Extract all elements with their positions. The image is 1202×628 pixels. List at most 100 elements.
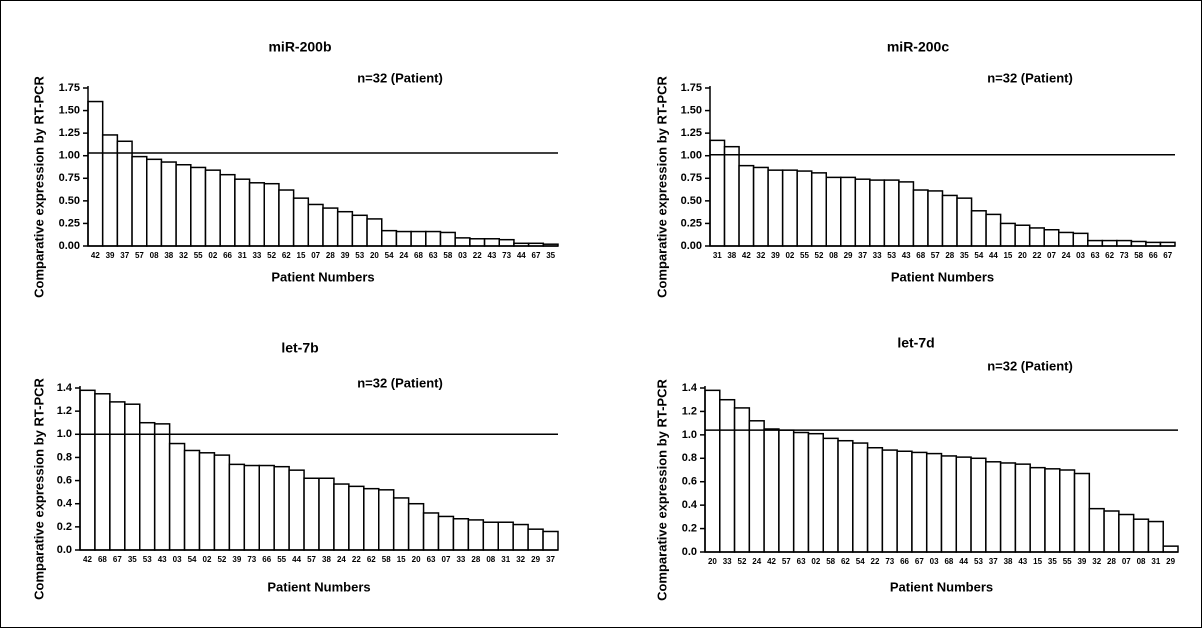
- bar: [1101, 239, 1118, 247]
- bar: [1147, 520, 1164, 553]
- x-tick-label: 58: [382, 555, 391, 564]
- bar: [160, 161, 177, 247]
- bar: [955, 456, 972, 553]
- annotation: n=32 (Patient): [987, 70, 1073, 85]
- x-tick-label: 37: [120, 251, 129, 260]
- bar: [970, 457, 987, 553]
- bar: [175, 163, 192, 247]
- x-tick-label: 15: [397, 555, 406, 564]
- bar: [392, 497, 410, 551]
- y-tick-label: 1.4: [682, 382, 698, 394]
- bar: [542, 530, 559, 551]
- bar: [956, 197, 973, 247]
- y-axis-label: Comparative expression by RT-PCR: [31, 75, 46, 297]
- x-tick-label: 39: [1077, 557, 1086, 566]
- x-tick-label: 29: [531, 555, 540, 564]
- bar: [883, 179, 900, 247]
- bar: [363, 487, 380, 551]
- x-tick-label: 68: [98, 555, 107, 564]
- x-tick-label: 22: [1033, 251, 1042, 260]
- bar: [288, 469, 305, 551]
- y-tick-label: 1.4: [57, 382, 73, 394]
- x-tick-label: 43: [1018, 557, 1027, 566]
- bar: [483, 238, 500, 247]
- bar: [395, 230, 412, 247]
- bar: [263, 182, 280, 247]
- bar: [292, 197, 310, 247]
- bar: [322, 207, 339, 247]
- bar: [940, 455, 958, 553]
- x-tick-label: 63: [429, 251, 438, 260]
- bar: [146, 158, 163, 247]
- bar: [366, 218, 383, 247]
- x-tick-label: 07: [442, 555, 451, 564]
- x-tick-label: 54: [188, 555, 197, 564]
- bar: [1073, 472, 1091, 553]
- x-tick-label: 33: [873, 251, 882, 260]
- bar: [999, 462, 1017, 553]
- x-tick-label: 57: [931, 251, 940, 260]
- bar: [810, 172, 827, 247]
- x-tick-label: 37: [546, 555, 555, 564]
- bar: [825, 176, 842, 247]
- x-tick-label: 08: [486, 555, 495, 564]
- x-tick-label: 67: [1163, 251, 1172, 260]
- y-tick-label: 0.8: [57, 451, 72, 463]
- y-tick-label: 1.2: [57, 405, 72, 417]
- bar: [778, 429, 795, 553]
- x-tick-label: 28: [326, 251, 335, 260]
- x-tick-label: 24: [1062, 251, 1071, 260]
- y-tick-label: 0.4: [57, 498, 73, 510]
- bar: [87, 100, 104, 247]
- bar: [1103, 510, 1120, 553]
- bar: [1087, 239, 1104, 247]
- x-tick-label: 53: [974, 557, 983, 566]
- x-tick-label: 66: [900, 557, 909, 566]
- bar: [796, 170, 813, 247]
- x-tick-label: 37: [858, 251, 867, 260]
- bar: [1028, 227, 1045, 247]
- bar: [228, 463, 246, 551]
- bar: [219, 173, 236, 247]
- y-tick-label: 0.25: [59, 217, 80, 229]
- y-tick-label: 0.2: [682, 522, 697, 534]
- bar: [307, 203, 324, 247]
- y-tick-label: 1.0: [57, 428, 72, 440]
- bar: [333, 483, 350, 551]
- x-tick-label: 22: [871, 557, 880, 566]
- bar: [116, 140, 133, 247]
- x-tick-label: 07: [1122, 557, 1131, 566]
- bar: [467, 519, 485, 551]
- x-tick-label: 62: [841, 557, 850, 566]
- x-tick-label: 24: [752, 557, 761, 566]
- x-tick-label: 28: [1107, 557, 1116, 566]
- x-tick-label: 31: [501, 555, 510, 564]
- bar: [927, 190, 944, 247]
- x-tick-label: 53: [887, 251, 896, 260]
- x-tick-label: 55: [194, 251, 203, 260]
- x-tick-label: 33: [252, 251, 261, 260]
- bar: [351, 214, 368, 247]
- x-tick-label: 66: [1149, 251, 1158, 260]
- x-tick-label: 08: [1137, 557, 1146, 566]
- x-tick-label: 33: [456, 555, 465, 564]
- y-tick-label: 1.50: [59, 104, 80, 116]
- x-tick-label: 20: [708, 557, 717, 566]
- bar: [999, 222, 1016, 247]
- bar: [866, 446, 884, 553]
- x-tick-label: 20: [1018, 251, 1027, 260]
- x-tick-label: 43: [902, 251, 911, 260]
- y-tick-label: 0.50: [681, 195, 702, 207]
- chart-title: miR-200b: [268, 39, 331, 55]
- x-tick-label: 39: [232, 555, 241, 564]
- x-tick-label: 03: [930, 557, 939, 566]
- bar: [153, 423, 171, 551]
- x-tick-label: 38: [164, 251, 173, 260]
- bar: [498, 238, 515, 247]
- chart-title: let-7d: [897, 335, 934, 351]
- x-tick-label: 28: [945, 251, 954, 260]
- y-axis-label: Comparative expression by RT-PCR: [31, 377, 46, 599]
- x-tick-label: 66: [223, 251, 232, 260]
- x-tick-label: 62: [367, 555, 376, 564]
